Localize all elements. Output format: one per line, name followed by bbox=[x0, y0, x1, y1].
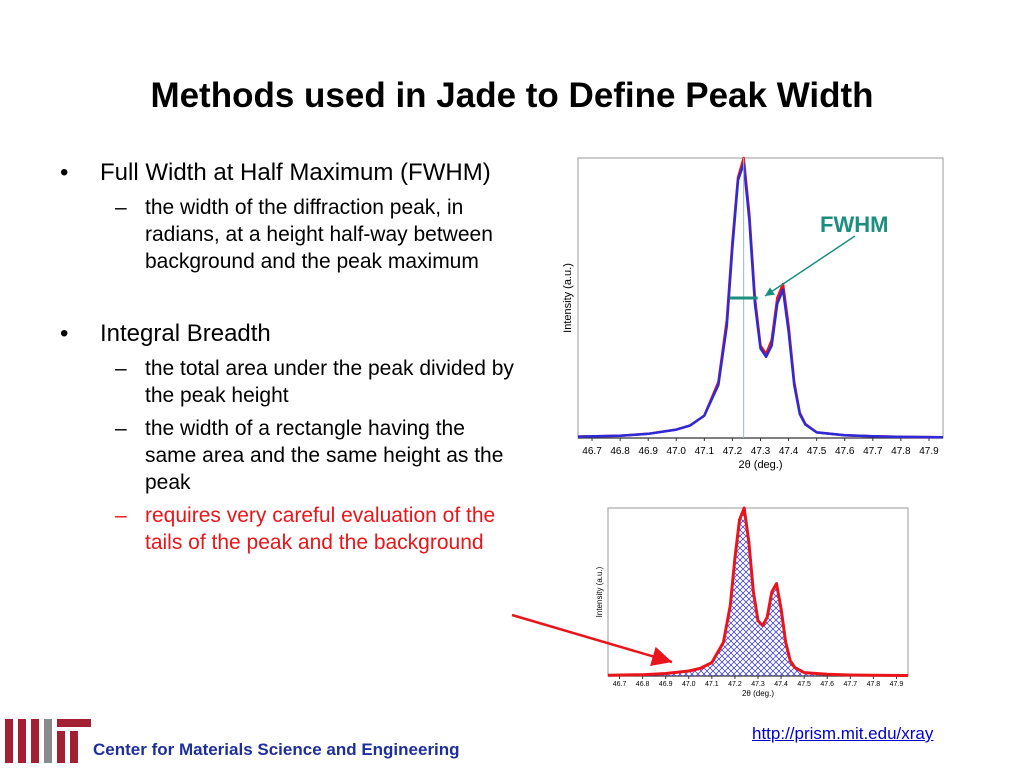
sub-bullet-text: requires very careful evaluation of the … bbox=[145, 504, 496, 554]
dash-glyph: – bbox=[115, 417, 127, 440]
x-tick-label: 47.6 bbox=[835, 446, 855, 457]
series-line bbox=[577, 162, 944, 439]
x-tick-label: 47.7 bbox=[863, 446, 883, 457]
x-tick-label: 47.1 bbox=[695, 446, 715, 457]
x-tick-label: 47.2 bbox=[728, 681, 742, 688]
sub-bullet-text: the total area under the peak divided by… bbox=[145, 357, 514, 407]
x-tick-label: 47.9 bbox=[919, 446, 939, 457]
x-tick-label: 47.7 bbox=[843, 681, 857, 688]
x-tick-label: 47.4 bbox=[774, 681, 788, 688]
integral-breadth-chart-svg: 46.7 46.8 46.9 47.0 47.1 47.2 47.3 47.4 47.5 47.6… bbox=[595, 506, 909, 698]
x-tick-label: 47.9 bbox=[890, 681, 904, 688]
fwhm-chart-svg: 46.7 46.8 46.9 47.0 47.1 47.2 47.3 47.4 47.5 47.6… bbox=[562, 156, 944, 471]
x-tick-label: 47.8 bbox=[891, 446, 911, 457]
x-tick-label: 47.0 bbox=[667, 446, 687, 457]
area-fill bbox=[608, 508, 908, 676]
x-tick-label: 47.5 bbox=[797, 681, 811, 688]
x-tick-label: 47.3 bbox=[751, 681, 765, 688]
fwhm-label: FWHM bbox=[820, 212, 889, 237]
bullet-text: Full Width at Half Maximum (FWHM) bbox=[100, 159, 491, 186]
mit-logo bbox=[5, 719, 91, 763]
y-axis-label: Intensity (a.u.) bbox=[562, 263, 574, 333]
x-tick-label: 47.4 bbox=[779, 446, 799, 457]
x-tick-label: 46.9 bbox=[638, 446, 658, 457]
dash-glyph: – bbox=[115, 504, 127, 527]
series-line bbox=[577, 156, 944, 439]
bullet-glyph: • bbox=[60, 320, 69, 347]
integral-breadth-chart: 46.7 46.8 46.9 47.0 47.1 47.2 47.3 47.4 47.5 47.6… bbox=[590, 500, 915, 710]
sub-bullet-highlight: – requires very careful evaluation of th… bbox=[60, 502, 520, 556]
x-tick-label: 47.3 bbox=[751, 446, 771, 457]
x-tick-label: 46.8 bbox=[610, 446, 630, 457]
x-tick-label: 46.9 bbox=[659, 681, 673, 688]
bullet-glyph: • bbox=[60, 159, 69, 186]
dash-glyph: – bbox=[115, 196, 127, 219]
x-axis-label: 2θ (deg.) bbox=[738, 459, 782, 471]
bullet-fwhm: • Full Width at Half Maximum (FWHM) bbox=[60, 158, 520, 187]
x-tick-label: 47.0 bbox=[682, 681, 696, 688]
y-axis-label: Intensity (a.u.) bbox=[595, 566, 604, 617]
bullet-text: Integral Breadth bbox=[100, 320, 271, 347]
slide-title: Methods used in Jade to Define Peak Widt… bbox=[150, 76, 874, 115]
x-tick-label: 46.8 bbox=[636, 681, 650, 688]
x-tick-label: 47.2 bbox=[723, 446, 743, 457]
fwhm-chart: 46.7 46.8 46.9 47.0 47.1 47.2 47.3 47.4 47.5 47.6… bbox=[560, 150, 950, 490]
x-tick-label: 46.7 bbox=[582, 446, 602, 457]
sub-bullet-text: the width of the diffraction peak, in ra… bbox=[145, 196, 493, 273]
sub-bullet: – the width of the diffraction peak, in … bbox=[60, 194, 520, 275]
x-axis-label: 2θ (deg.) bbox=[742, 689, 774, 698]
x-tick-label: 47.8 bbox=[867, 681, 881, 688]
x-tick-label: 47.6 bbox=[820, 681, 834, 688]
bullet-list: • Full Width at Half Maximum (FWHM) – th… bbox=[60, 158, 520, 562]
x-tick-label: 46.7 bbox=[613, 681, 627, 688]
x-tick-label: 47.1 bbox=[705, 681, 719, 688]
sub-bullet-text: the width of a rectangle having the same… bbox=[145, 417, 504, 494]
x-tick-label: 47.5 bbox=[807, 446, 827, 457]
sub-bullet: – the width of a rectangle having the sa… bbox=[60, 415, 520, 496]
sub-bullet: – the total area under the peak divided … bbox=[60, 355, 520, 409]
footer-link[interactable]: http://prism.mit.edu/xray bbox=[752, 724, 934, 743]
dash-glyph: – bbox=[115, 357, 127, 380]
footer-org: Center for Materials Science and Enginee… bbox=[93, 740, 460, 759]
series-line bbox=[607, 506, 909, 677]
bullet-integral-breadth: • Integral Breadth bbox=[60, 319, 520, 348]
plot-frame bbox=[577, 157, 944, 439]
